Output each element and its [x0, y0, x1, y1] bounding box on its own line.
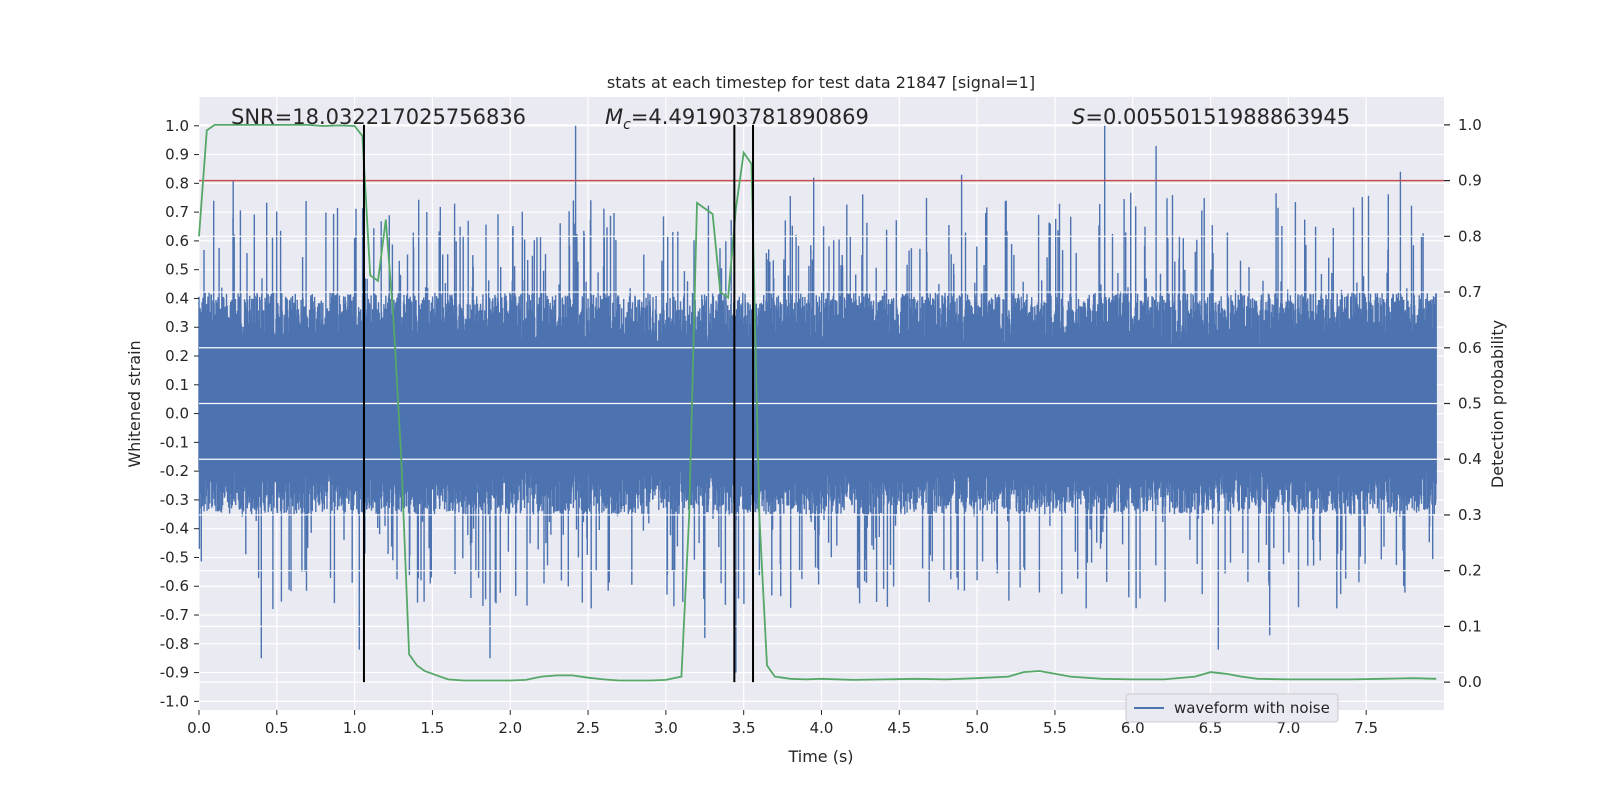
y-tick-label: -0.2 [160, 462, 189, 480]
mc-value: =4.491903781890869 [631, 105, 869, 129]
vertical-markers [362, 124, 755, 683]
y-right-tick-label: 1.0 [1458, 116, 1482, 134]
y-right-tick-label: 0.8 [1458, 227, 1482, 245]
y-tick-label: -1.0 [160, 692, 189, 710]
y-tick-label: 1.0 [165, 117, 189, 135]
y-tick-label: 0.8 [165, 174, 189, 192]
x-tick-label: 6.5 [1199, 719, 1223, 737]
x-tick-label: 6.0 [1121, 719, 1145, 737]
x-axis-ticks: 0.0 0.5 1.0 1.5 2.0 2.5 3.0 3.5 4.0 4.5 5.0 5.5 6.0 6… [187, 710, 1378, 737]
chart-title: stats at each timestep for test data 218… [607, 73, 1035, 92]
y-right-tick-label: 0.3 [1458, 506, 1482, 524]
x-tick-label: 0.5 [265, 719, 289, 737]
waveform-with-noise-line [198, 125, 1437, 673]
detection-probability-series [198, 124, 1437, 682]
y-tick-label: -0.4 [160, 520, 189, 538]
y-right-tick-label: 0.2 [1458, 562, 1482, 580]
y-tick-label: 0.2 [165, 347, 189, 365]
x-tick-label: 5.5 [1043, 719, 1067, 737]
y-tick-label: 0.7 [165, 203, 189, 221]
y-tick-label: 0.6 [165, 232, 189, 250]
legend-label: waveform with noise [1174, 699, 1330, 717]
s-annotation: S=0.00550151988863945 [1072, 105, 1350, 129]
y-right-tick-label: 0.4 [1458, 450, 1482, 468]
y-tick-label: 0.5 [165, 261, 189, 279]
y-axis-ticks: 1.0 0.9 0.8 0.7 0.6 0.5 0.4 0.3 0.2 0.1 0.0 -0.1 -0.… [160, 117, 199, 710]
x-tick-label: 2.5 [576, 719, 600, 737]
x-axis-label: Time (s) [787, 747, 853, 766]
y-right-tick-label: 0.5 [1458, 395, 1482, 413]
mc-subscript: c [623, 117, 631, 133]
y-right-tick-label: 0.1 [1458, 617, 1482, 635]
x-tick-label: 5.0 [965, 719, 989, 737]
y-right-tick-label: 0.7 [1458, 283, 1482, 301]
x-tick-label: 1.0 [343, 719, 367, 737]
x-tick-label: 7.5 [1354, 719, 1378, 737]
waveform-with-noise-series [198, 125, 1437, 673]
legend: waveform with noise [1125, 693, 1339, 723]
x-tick-label: 0.0 [187, 719, 211, 737]
x-tick-label: 1.5 [421, 719, 445, 737]
s-value: =0.00550151988863945 [1085, 105, 1350, 129]
x-tick-label: 3.5 [732, 719, 756, 737]
y-tick-label: -0.3 [160, 491, 189, 509]
x-tick-label: 7.0 [1276, 719, 1300, 737]
x-tick-label: 4.5 [887, 719, 911, 737]
x-tick-label: 2.0 [498, 719, 522, 737]
x-tick-label: 4.0 [810, 719, 834, 737]
mc-symbol: M [605, 105, 623, 129]
detection-probability-line [198, 124, 1437, 682]
y-tick-label: -0.9 [160, 664, 189, 682]
y-tick-label: 0.9 [165, 146, 189, 164]
y-tick-label: -0.5 [160, 548, 189, 566]
mc-annotation: Mc=4.491903781890869 [605, 105, 869, 133]
y-tick-label: 0.4 [165, 289, 189, 307]
y-right-tick-label: 0.9 [1458, 172, 1482, 190]
s-symbol: S [1072, 105, 1085, 129]
y-right-tick-label: 0.0 [1458, 673, 1482, 691]
snr-annotation: SNR=18.032217025756836 [231, 105, 526, 129]
y-tick-label: 0.0 [165, 405, 189, 423]
x-tick-label: 3.0 [654, 719, 678, 737]
y-tick-label: -0.7 [160, 606, 189, 624]
y-right-tick-label: 0.6 [1458, 339, 1482, 357]
y-axis-right-ticks: 1.0 0.9 0.8 0.7 0.6 0.5 0.4 0.3 0.2 0.1 0.0 [1444, 116, 1482, 691]
y-tick-label: 0.1 [165, 376, 189, 394]
y-tick-label: -0.1 [160, 433, 189, 451]
y-axis-label: Whitened strain [125, 340, 144, 467]
legend-box [1125, 693, 1339, 723]
y-tick-label: 0.3 [165, 318, 189, 336]
y-tick-label: -0.6 [160, 577, 189, 595]
y-tick-label: -0.8 [160, 635, 189, 653]
y-axis-right-label: Detection probability [1488, 320, 1507, 488]
